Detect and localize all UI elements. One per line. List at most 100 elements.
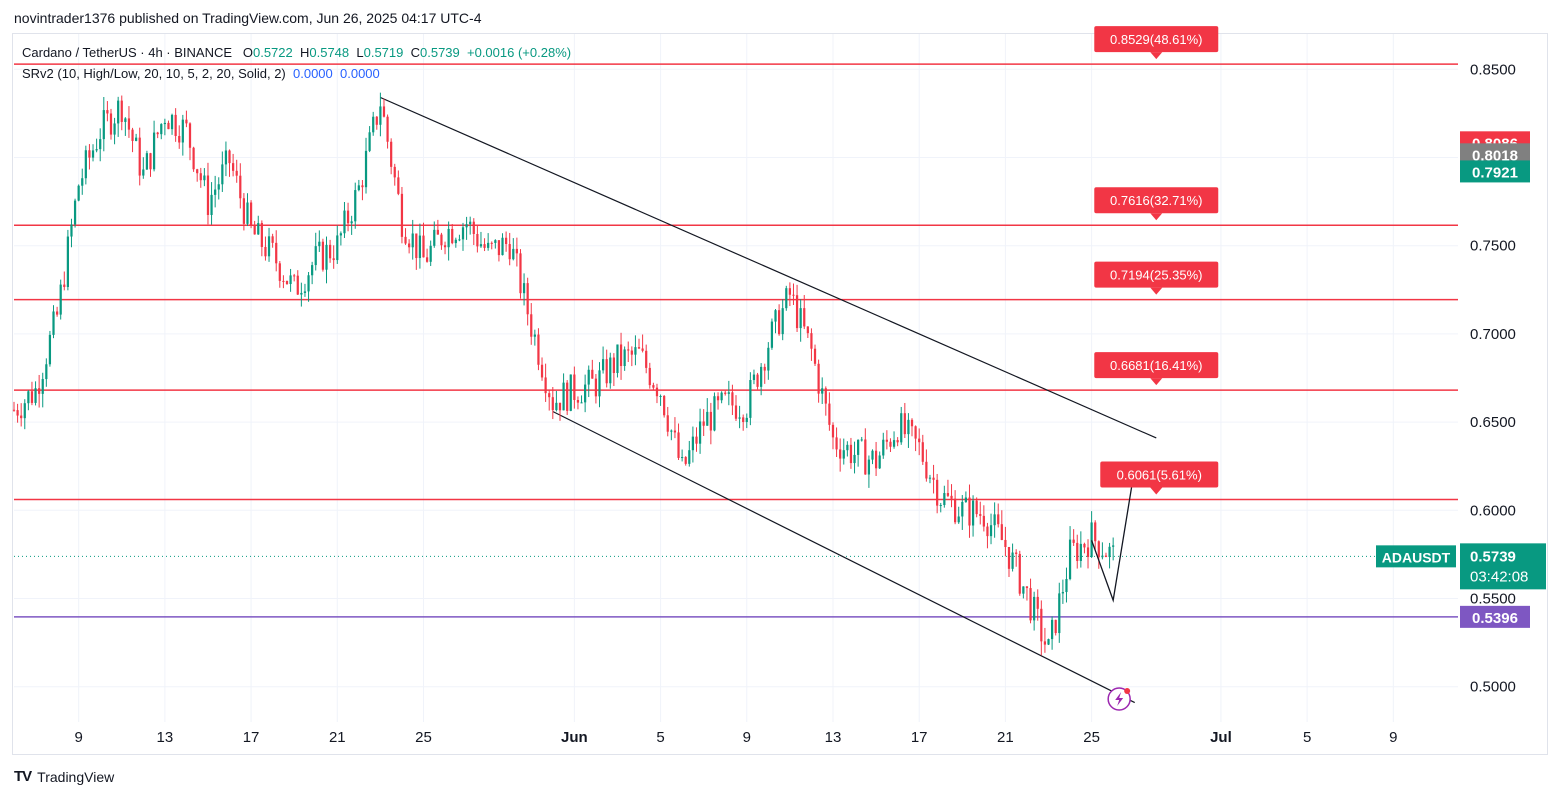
candle-body <box>882 439 885 456</box>
symbol-tag <box>1376 545 1456 568</box>
candle-body <box>964 497 968 502</box>
candle-body <box>336 235 339 261</box>
candle-body <box>939 505 942 507</box>
candle-body <box>982 515 985 527</box>
candle-body <box>1004 539 1007 548</box>
candle-body <box>857 439 860 455</box>
candle-body <box>885 439 888 442</box>
candle-body <box>803 308 806 327</box>
candle-body <box>867 459 871 475</box>
candle-body <box>738 417 741 419</box>
candle-body <box>325 244 328 270</box>
price-tag <box>1460 160 1530 183</box>
candle-body <box>303 291 307 293</box>
candle-body <box>66 236 69 287</box>
candle-body <box>451 228 454 244</box>
level-badge-pointer-icon <box>1150 213 1163 221</box>
candle-body <box>842 450 845 459</box>
candle-body <box>900 413 903 443</box>
candle-body <box>533 334 536 337</box>
published-caption: novintrader1376 published on TradingView… <box>14 10 482 26</box>
candle-body <box>167 122 170 130</box>
candle-body <box>34 388 37 403</box>
current-price-tag <box>1460 543 1546 590</box>
projection-path[interactable]: 0.8529(48.61%) 0.7616(32.71%) 0.7194(25.35… <box>1091 26 1219 711</box>
candle-body <box>404 236 407 244</box>
candle-body <box>425 257 429 262</box>
candle-body <box>950 495 953 499</box>
candle-body <box>400 193 404 237</box>
candle-body <box>591 369 594 379</box>
change-value: +0.0016 (+0.28%) <box>467 45 572 60</box>
candle-body <box>637 347 641 349</box>
indicator-value-2: 0.0000 <box>340 66 380 81</box>
x-tick-label: 25 <box>415 729 432 746</box>
candle-body <box>1058 593 1061 634</box>
level-badge <box>1094 352 1219 379</box>
candle-body <box>946 493 950 496</box>
candle-body <box>702 421 705 426</box>
candle-body <box>828 403 831 425</box>
candle-body <box>181 119 184 143</box>
candle-body <box>677 432 680 458</box>
candle-body <box>544 377 547 394</box>
candle-body <box>397 177 400 194</box>
candle-body <box>246 202 249 224</box>
candle-body <box>555 402 558 411</box>
candle-body <box>102 110 105 140</box>
candle-body <box>760 366 763 387</box>
candle-body <box>321 241 325 270</box>
candle-body <box>142 169 145 176</box>
level-badge-pointer-icon <box>1150 378 1163 386</box>
x-tick-label: 13 <box>825 729 842 746</box>
candle-body <box>605 359 608 384</box>
candle-body <box>512 248 515 260</box>
candle-body <box>860 439 863 441</box>
candle-body <box>971 500 975 526</box>
price-axis[interactable]: 0.5000 0.5500 0.6000 0.6500 0.7000 0.7500 0.80… <box>1376 61 1546 696</box>
candle-body <box>346 210 350 224</box>
candle-body <box>472 221 475 234</box>
level-badge-pointer-icon <box>1150 487 1163 495</box>
chart-frame[interactable] <box>12 33 1548 755</box>
candle-body <box>501 237 504 256</box>
candle-body <box>566 382 569 411</box>
indicator-legend[interactable]: SRv2 (10, High/Low, 20, 10, 5, 2, 20, So… <box>22 66 380 81</box>
candle-body <box>436 229 439 235</box>
candle-body <box>540 364 544 378</box>
y-tick-label: 0.7500 <box>1470 238 1516 255</box>
candle-body <box>1050 619 1054 640</box>
candle-body <box>799 308 802 329</box>
candle-body <box>954 498 957 523</box>
candle-body <box>627 349 630 351</box>
candle-body <box>260 223 263 247</box>
candle-body <box>494 240 497 243</box>
candle-body <box>817 363 820 394</box>
candle-body <box>497 240 501 256</box>
candle-body <box>282 280 285 282</box>
candle-body <box>390 141 393 167</box>
candle-body <box>1043 641 1047 645</box>
candle-body <box>145 153 149 170</box>
candle-body <box>314 246 317 266</box>
time-axis[interactable]: 9 13 17 21 25 Jun 5 9 13 17 21 25 Jul 5 9 <box>74 729 1397 746</box>
candle-body <box>903 413 906 435</box>
candle-body <box>835 437 838 450</box>
price-tag <box>1460 143 1530 166</box>
trend-channel[interactable] <box>380 96 1157 704</box>
candle-body <box>300 292 303 295</box>
candle-body <box>918 438 921 443</box>
candle-body <box>210 194 213 215</box>
projection-line <box>1091 467 1136 603</box>
candle-body <box>278 263 281 281</box>
candle-body <box>433 229 436 246</box>
y-tick-label: 0.7000 <box>1470 326 1516 343</box>
candle-body <box>713 396 716 431</box>
x-tick-label: 9 <box>743 729 751 746</box>
candle-body <box>839 449 842 459</box>
candle-body <box>846 444 849 451</box>
candle-body <box>217 184 220 190</box>
x-tick-label: 21 <box>329 729 346 746</box>
candle-body <box>1090 522 1093 557</box>
